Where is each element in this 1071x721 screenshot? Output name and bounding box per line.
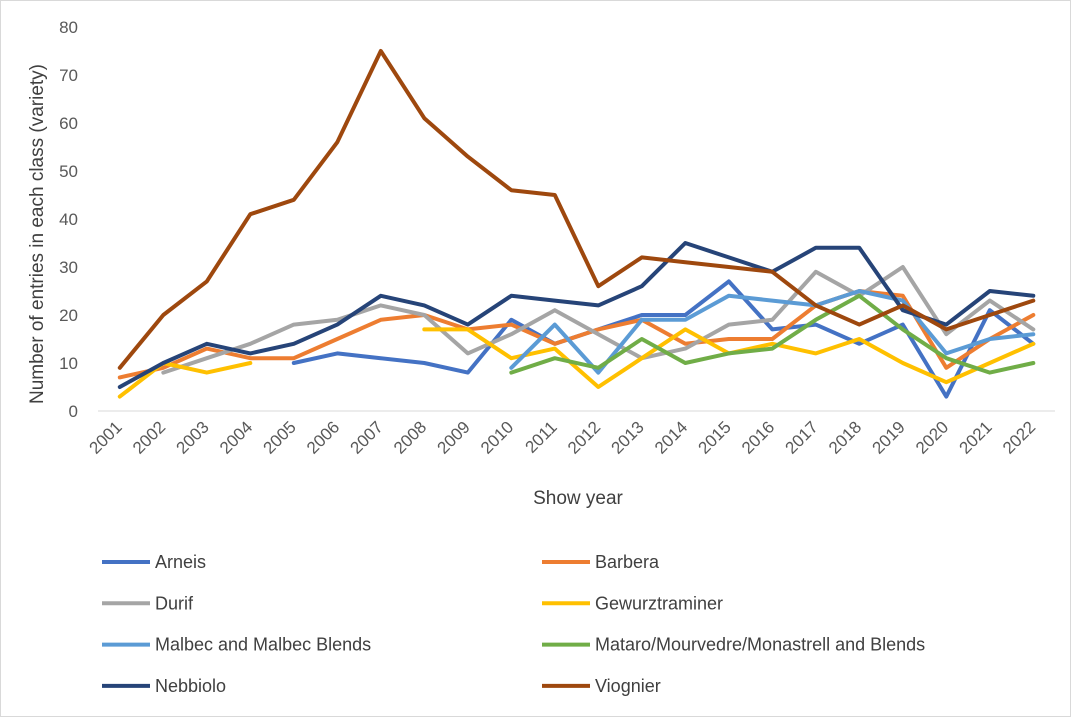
x-tick-label-2016: 2016 [738, 418, 778, 458]
y-tick-label-70: 70 [59, 66, 78, 85]
x-axis-ticks: 2001 2002 2003 2004 2005 2006 2007 2008 2009 2010… [86, 418, 1040, 458]
x-tick-label-2005: 2005 [260, 418, 300, 458]
legend: Arneis Barbera Durif Gewurztraminer Malbec a… [102, 552, 925, 696]
legend-item-barbera: Barbera [542, 552, 660, 572]
legend-label-barbera: Barbera [595, 552, 660, 572]
x-tick-label-2010: 2010 [477, 418, 517, 458]
series-line-barbera [117, 289, 1036, 380]
series-line-malbec-and-malbec-blends [509, 289, 1036, 375]
y-tick-label-30: 30 [59, 258, 78, 277]
x-tick-label-2013: 2013 [608, 418, 648, 458]
y-tick-label-20: 20 [59, 306, 78, 325]
x-tick-label-2014: 2014 [651, 418, 691, 458]
legend-label-viognier: Viognier [595, 676, 661, 696]
series-line-arneis [291, 279, 1036, 399]
x-tick-label-2020: 2020 [912, 418, 952, 458]
legend-item-gewurztraminer: Gewurztraminer [542, 593, 723, 613]
x-tick-label-2007: 2007 [347, 418, 387, 458]
y-tick-label-10: 10 [59, 354, 78, 373]
x-tick-label-2001: 2001 [86, 418, 126, 458]
legend-item-malbec-and-malbec-blends: Malbec and Malbec Blends [102, 635, 371, 655]
legend-item-arneis: Arneis [102, 552, 206, 572]
legend-label-malbec-and-malbec-blends: Malbec and Malbec Blends [155, 635, 371, 655]
x-tick-label-2004: 2004 [216, 418, 256, 458]
y-tick-label-0: 0 [69, 402, 78, 421]
x-tick-label-2008: 2008 [390, 418, 430, 458]
legend-label-arneis: Arneis [155, 552, 206, 572]
y-axis-title: Number of entries in each class (variety… [27, 64, 48, 404]
legend-label-durif: Durif [155, 593, 194, 613]
x-tick-label-2012: 2012 [564, 418, 604, 458]
x-tick-label-2017: 2017 [782, 418, 822, 458]
y-tick-label-50: 50 [59, 162, 78, 181]
legend-item-nebbiolo: Nebbiolo [102, 676, 226, 696]
x-tick-label-2021: 2021 [956, 418, 996, 458]
legend-item-mataro-mourvedre-monastrell-and-blends: Mataro/Mourvedre/Monastrell and Blends [542, 635, 925, 655]
series-line-viognier [117, 49, 1036, 370]
x-tick-label-2011: 2011 [521, 418, 560, 457]
x-tick-label-2022: 2022 [999, 418, 1039, 458]
legend-label-gewurztraminer: Gewurztraminer [595, 593, 723, 613]
x-tick-label-2019: 2019 [869, 418, 909, 458]
y-tick-label-40: 40 [59, 210, 78, 229]
legend-label-mataro-mourvedre-monastrell-and-blends: Mataro/Mourvedre/Monastrell and Blends [595, 635, 925, 655]
legend-item-viognier: Viognier [542, 676, 661, 696]
series-line-durif [161, 265, 1036, 375]
x-tick-label-2002: 2002 [129, 418, 169, 458]
series-line-mataro-mourvedre-monastrell-and-blends [509, 293, 1036, 375]
y-axis-ticks: 0 10 20 30 40 50 60 70 80 [59, 18, 78, 421]
y-tick-label-80: 80 [59, 18, 78, 37]
legend-label-nebbiolo: Nebbiolo [155, 676, 226, 696]
x-tick-label-2003: 2003 [173, 418, 213, 458]
x-tick-label-2015: 2015 [695, 418, 735, 458]
legend-item-durif: Durif [102, 593, 194, 613]
x-tick-label-2006: 2006 [303, 418, 343, 458]
x-tick-label-2009: 2009 [434, 418, 474, 458]
x-axis-title: Show year [533, 488, 623, 509]
x-tick-label-2018: 2018 [825, 418, 865, 458]
series-line-nebbiolo [117, 241, 1036, 389]
series-lines [117, 49, 1036, 399]
y-tick-label-60: 60 [59, 114, 78, 133]
